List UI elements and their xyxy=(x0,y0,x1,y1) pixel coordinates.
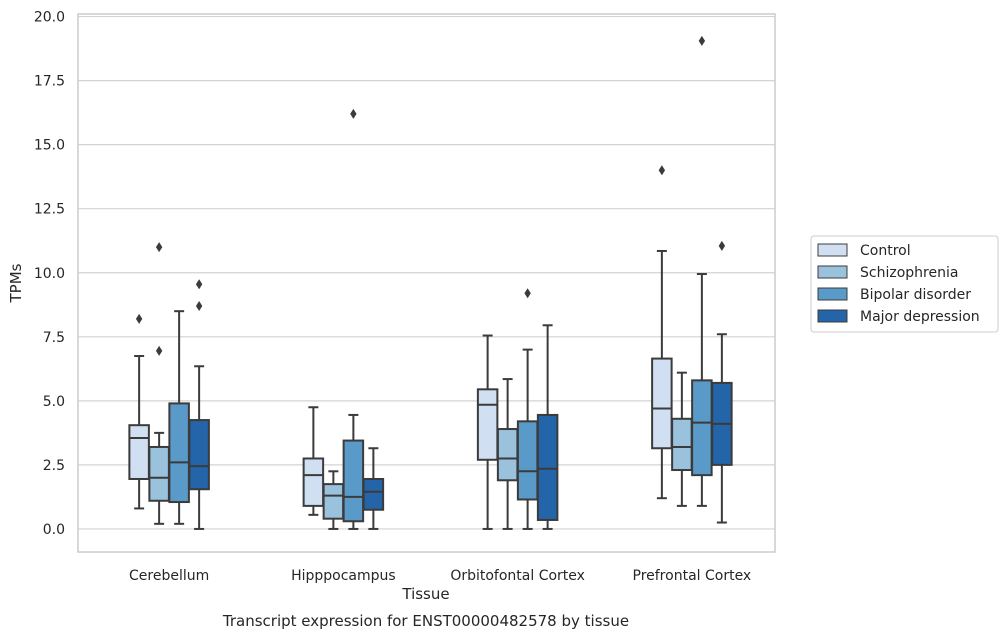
box-2-0 xyxy=(168,310,190,525)
box-iqr xyxy=(128,424,150,480)
box-iqr xyxy=(651,357,673,450)
y-tick-label: 0.0 xyxy=(43,522,65,538)
box-iqr xyxy=(496,428,519,482)
box-3-0 xyxy=(188,279,210,530)
x-tick-label: Hipppocampus xyxy=(291,568,396,584)
box-iqr xyxy=(188,419,210,491)
box-2-1 xyxy=(342,108,365,530)
box-1-3 xyxy=(671,371,693,507)
y-tick-label: 2.5 xyxy=(43,458,65,474)
box-0-0 xyxy=(128,313,150,510)
legend-entry-label: Control xyxy=(860,243,911,259)
outlier-point xyxy=(135,313,143,324)
x-tick-label: Orbitofontal Cortex xyxy=(450,568,585,584)
box-0-2 xyxy=(476,334,499,530)
box-series xyxy=(128,35,733,530)
y-tick-label: 7.5 xyxy=(43,330,65,346)
outlier-point xyxy=(718,240,726,251)
y-axis-label: TPMs xyxy=(7,263,25,303)
box-iqr xyxy=(691,379,713,477)
plot-area-frame xyxy=(77,13,776,553)
y-tick-label: 5.0 xyxy=(43,394,65,410)
box-iqr xyxy=(342,439,365,523)
legend-swatch xyxy=(817,265,848,279)
box-iqr xyxy=(302,457,325,507)
y-tick-label: 12.5 xyxy=(34,202,65,218)
box-iqr xyxy=(536,413,559,521)
outlier-point xyxy=(698,35,706,46)
box-3-1 xyxy=(362,447,385,530)
box-iqr xyxy=(476,388,499,461)
x-tick-labels: Cerebellum Hipppocampus Orbitofontal Corte… xyxy=(129,568,751,584)
legend-entry-label: Major depression xyxy=(860,309,980,325)
chart-caption: Transcript expression for ENST0000048257… xyxy=(222,612,629,630)
outlier-point xyxy=(195,301,203,312)
box-iqr xyxy=(168,402,190,504)
box-2-3 xyxy=(691,35,713,507)
box-1-0 xyxy=(148,242,170,525)
legend-swatch xyxy=(817,243,848,257)
outlier-point xyxy=(658,165,666,176)
legend-entry-label: Schizophrenia xyxy=(860,265,958,281)
outlier-point xyxy=(155,242,163,253)
box-0-1 xyxy=(302,406,325,516)
y-tick-label: 15.0 xyxy=(34,138,65,154)
outlier-point xyxy=(155,345,163,356)
legend-entry-label: Bipolar disorder xyxy=(860,287,971,303)
legend-frame xyxy=(810,235,999,333)
box-1-2 xyxy=(496,378,519,530)
legend-swatch xyxy=(817,309,848,323)
x-tick-label: Cerebellum xyxy=(129,568,209,584)
legend-swatch xyxy=(817,287,848,301)
outlier-point xyxy=(524,288,531,299)
box-iqr xyxy=(671,417,693,472)
box-iqr xyxy=(362,477,385,511)
x-tick-label: Prefrontal Cortex xyxy=(633,568,752,584)
outlier-point xyxy=(350,108,357,119)
x-axis-label: Tissue xyxy=(401,585,449,603)
box-3-2 xyxy=(536,324,559,530)
outlier-point xyxy=(195,279,203,290)
y-tick-label: 10.0 xyxy=(34,266,65,282)
box-0-3 xyxy=(651,165,673,500)
box-iqr xyxy=(516,420,539,501)
box-3-3 xyxy=(711,240,733,524)
legend: Control Schizophrenia Bipolar disorder Majo… xyxy=(810,235,999,333)
box-2-2 xyxy=(516,288,539,530)
y-tick-label: 17.5 xyxy=(34,74,65,90)
box-iqr xyxy=(148,445,170,502)
box-1-1 xyxy=(322,470,345,530)
box-iqr xyxy=(322,483,345,520)
y-tick-labels: 0.0 2.5 5.0 7.5 10.0 12.5 15.0 17.5 20.0 xyxy=(34,10,65,538)
y-tick-label: 20.0 xyxy=(34,10,65,26)
